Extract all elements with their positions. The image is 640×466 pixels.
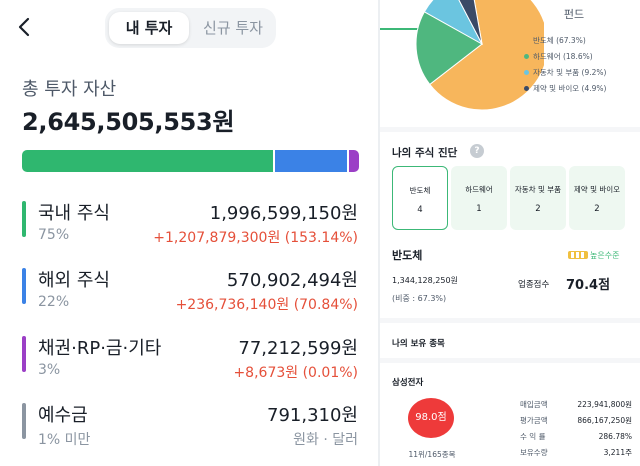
allocation-segment <box>22 150 273 172</box>
section-separator <box>380 318 640 323</box>
asset-amount: 791,310원 <box>267 405 358 426</box>
detail-key: 보유수량 <box>520 448 548 457</box>
category-card-auto[interactable]: 자동차 및 부품 2 <box>510 166 566 230</box>
stock-detail-row: 보유수량 3,211주 <box>520 445 632 461</box>
sector-legend: 반도체 (67.3%) 하드웨어 (18.6%) 자동차 및 부품 (9.2%)… <box>524 33 638 97</box>
asset-name: 해외 주식 <box>38 270 110 291</box>
legend-item-semiconductor: 반도체 (67.3%) <box>524 33 638 49</box>
chevron-left-icon <box>18 17 30 37</box>
pie-slice <box>458 0 483 45</box>
detail-value: 286.78% <box>598 432 632 441</box>
sector-amount: 1,344,128,250원 <box>392 276 458 285</box>
detail-key: 평가금액 <box>520 416 548 425</box>
asset-row-foreign-stock[interactable]: 해외 주식 22% 570,902,494원 +236,736,140원 (70… <box>22 266 358 322</box>
sector-score-value: 70.4점 <box>566 278 611 293</box>
section-separator <box>380 127 640 132</box>
pie-slice <box>423 0 484 46</box>
legend-dot <box>524 54 529 59</box>
investment-tab-switcher: 내 투자 신규 투자 <box>105 8 276 48</box>
category-count: 1 <box>476 204 482 214</box>
asset-color-marker <box>22 403 26 439</box>
asset-color-marker <box>22 336 26 372</box>
detail-value: 3,211주 <box>603 448 632 457</box>
asset-row-deposit[interactable]: 예수금 1% 미만 791,310원 원화 · 달러 <box>22 401 358 457</box>
allocation-segment <box>275 150 347 172</box>
asset-percent: 75% <box>38 227 70 243</box>
category-count: 4 <box>417 205 423 215</box>
legend-item-pharma-bio: 제약 및 바이오 (4.9%) <box>524 81 638 97</box>
asset-row-domestic-stock[interactable]: 국내 주식 75% 1,996,599,150원 +1,207,879,300원… <box>22 199 358 255</box>
category-count: 2 <box>594 204 600 214</box>
asset-percent: 3% <box>38 362 61 378</box>
asset-amount: 77,212,599원 <box>238 338 358 359</box>
stock-name[interactable]: 삼성전자 <box>392 378 424 388</box>
legend-dot <box>524 70 529 75</box>
holdings-title: 나의 보유 종목 <box>392 339 445 349</box>
stock-rank: 11위/165종목 <box>408 450 456 459</box>
asset-percent: 22% <box>38 294 70 310</box>
category-name: 자동차 및 부품 <box>514 185 562 194</box>
tab-funds[interactable]: 펀드 <box>563 8 585 21</box>
back-button[interactable] <box>14 16 36 38</box>
asset-currency-note: 원화 · 달러 <box>293 432 358 448</box>
total-assets-label: 총 투자 자산 <box>22 79 117 100</box>
detail-value: 866,167,250원 <box>577 416 632 425</box>
asset-gain: +236,736,140원 (70.84%) <box>175 297 358 313</box>
total-assets-value: 2,645,505,553원 <box>22 108 235 136</box>
sector-ratio: (비중 : 67.3%) <box>392 294 447 303</box>
asset-color-marker <box>22 268 26 304</box>
asset-row-bond-rp-gold-etc[interactable]: 채권·RP·금·기타 3% 77,212,599원 +8,673원 (0.01%… <box>22 334 358 390</box>
category-card-hardware[interactable]: 하드웨어 1 <box>451 166 507 230</box>
asset-name: 예수금 <box>38 405 88 426</box>
stock-detail-row: 매입금액 223,941,800원 <box>520 397 632 413</box>
detail-key: 매입금액 <box>520 400 548 409</box>
allocation-segment <box>349 150 359 172</box>
asset-name: 채권·RP·금·기타 <box>38 338 162 359</box>
level-text: 높은수준 <box>590 251 620 260</box>
detail-key: 수 익 률 <box>520 432 546 441</box>
asset-gain: +8,673원 (0.01%) <box>233 365 358 381</box>
legend-item-hardware: 하드웨어 (18.6%) <box>524 49 638 65</box>
tab-new-investment[interactable]: 신규 투자 <box>203 19 263 37</box>
help-icon[interactable]: ? <box>470 144 484 158</box>
category-name: 제약 및 바이오 <box>573 185 621 194</box>
legend-dot <box>524 86 529 91</box>
my-investment-panel: 내 투자 신규 투자 총 투자 자산 2,645,505,553원 국내 주식 … <box>14 8 359 457</box>
panel-divider <box>378 0 380 466</box>
tab-my-investment[interactable]: 내 투자 <box>109 12 189 44</box>
legend-item-auto: 자동차 및 부품 (9.2%) <box>524 65 638 81</box>
stock-score-badge: 98.0점 <box>408 398 454 438</box>
asset-allocation-bar <box>22 150 359 172</box>
stock-detail-row: 평가금액 866,167,250원 <box>520 413 632 429</box>
battery-level-icon <box>568 251 588 259</box>
asset-percent: 1% 미만 <box>38 432 91 448</box>
diagnosis-title: 나의 주식 진단 <box>392 147 458 159</box>
asset-amount: 1,996,599,150원 <box>209 203 358 224</box>
category-name: 반도체 <box>409 186 431 195</box>
sector-pie-chart <box>410 0 544 112</box>
category-card-pharma-bio[interactable]: 제약 및 바이오 2 <box>569 166 625 230</box>
asset-amount: 570,902,494원 <box>226 270 358 291</box>
stock-diagnosis-panel: 주식 펀드 반도체 (67.3%) 하드웨어 (18.6%) 자동차 및 부품 … <box>380 0 640 466</box>
asset-name: 국내 주식 <box>38 203 110 224</box>
stock-detail-row: 수 익 률 286.78% <box>520 429 632 445</box>
pie-slice <box>429 0 544 111</box>
pie-slice <box>415 11 483 86</box>
sector-score-label: 업종점수 <box>518 280 550 290</box>
detail-value: 223,941,800원 <box>577 400 632 409</box>
category-name: 하드웨어 <box>465 185 493 194</box>
asset-color-marker <box>22 201 26 237</box>
category-card-semiconductor[interactable]: 반도체 4 <box>392 166 448 230</box>
category-count: 2 <box>535 204 541 214</box>
legend-dot <box>524 38 529 43</box>
asset-gain: +1,207,879,300원 (153.14%) <box>153 230 358 246</box>
section-separator <box>380 358 640 363</box>
sector-name: 반도체 <box>392 249 423 262</box>
